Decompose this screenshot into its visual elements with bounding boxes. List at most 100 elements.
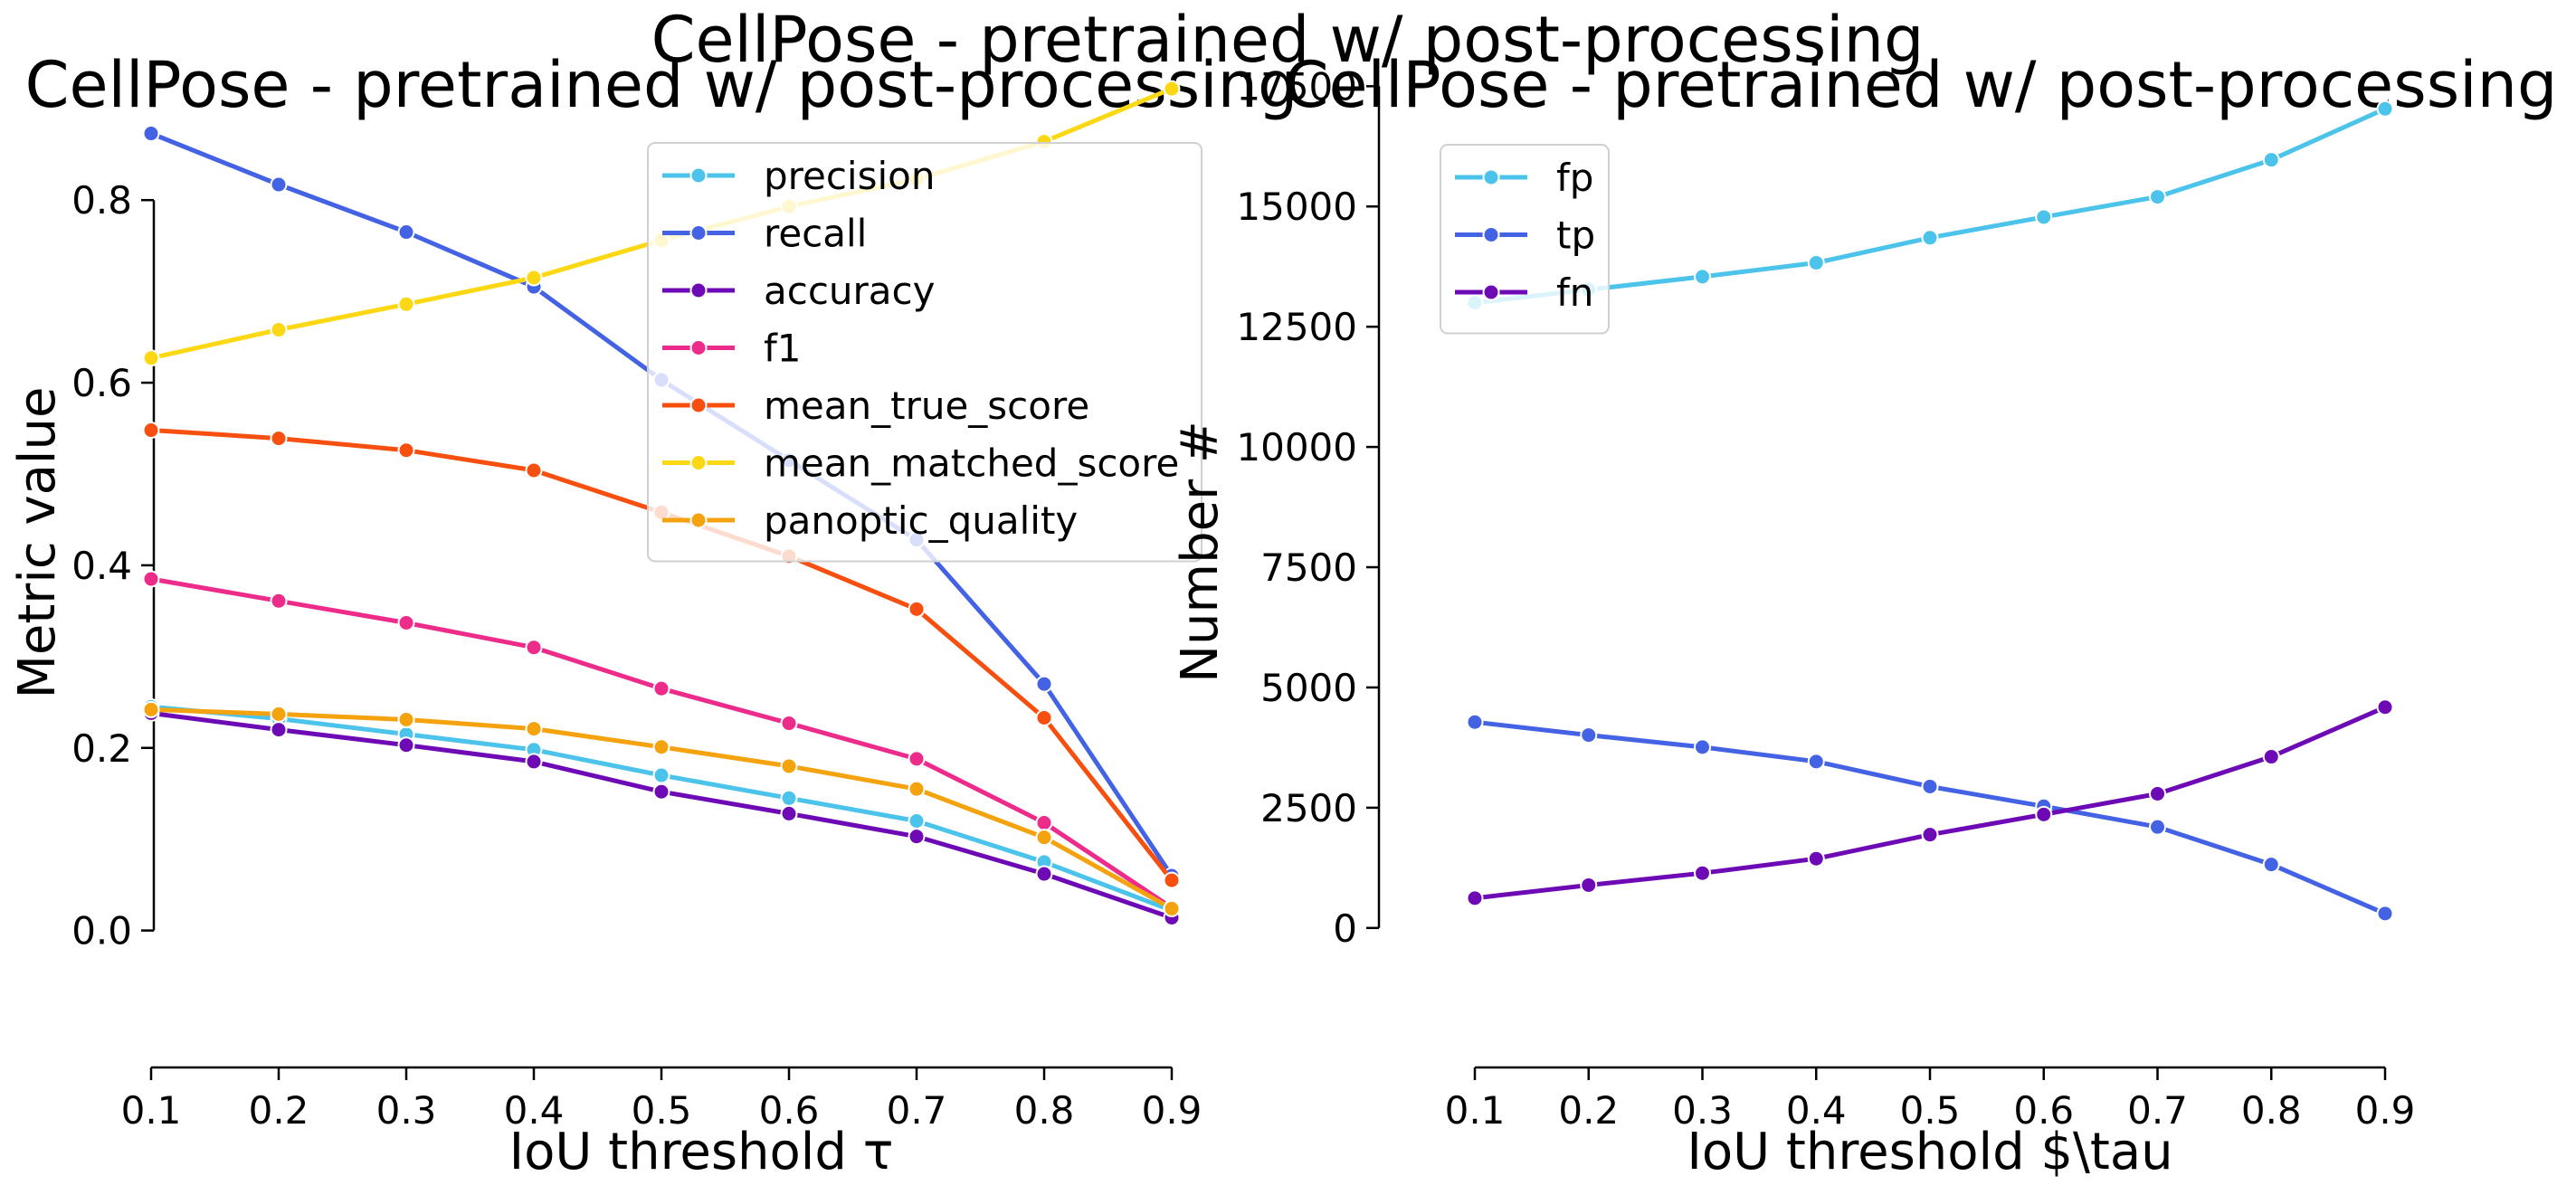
right-chart-panel: CellPose - pretrained w/ post-processing…: [1171, 48, 2557, 1181]
left-data-point-panoptic-quality: [270, 705, 288, 723]
left-x-tick-label: 0.2: [249, 1088, 309, 1133]
left-data-point-f1: [652, 679, 670, 697]
right-x-tick-label: 0.3: [1672, 1088, 1733, 1133]
left-y-tick-label: 0.6: [71, 361, 132, 405]
left-data-point-panoptic-quality: [780, 757, 798, 775]
left-legend-marker-panoptic-quality: [689, 511, 708, 529]
left-data-point-panoptic-quality: [397, 710, 415, 728]
right-data-point-fn: [1466, 889, 1484, 907]
left-legend-label-precision: precision: [764, 154, 935, 198]
right-data-point-fn: [2149, 784, 2166, 802]
left-x-tick-label: 0.6: [759, 1088, 820, 1133]
left-y-tick-label: 0.4: [71, 544, 132, 588]
right-y-tick-label: 0: [1333, 906, 1357, 951]
right-y-tick-label: 17500: [1236, 64, 1357, 109]
left-legend-marker-accuracy: [689, 281, 708, 299]
left-data-point-recall: [1035, 675, 1053, 693]
left-legend-marker-mean-matched-score: [689, 454, 708, 471]
left-chart-title: CellPose - pretrained w/ post-processing: [25, 48, 1298, 122]
left-legend: precision recall accuracy f1 mean_true_score…: [647, 142, 1202, 563]
left-data-point-mean-true-score: [908, 600, 926, 618]
left-data-point-mean-true-score: [525, 461, 543, 479]
left-x-tick-label: 0.1: [121, 1088, 182, 1133]
left-x-tick-label: 0.4: [504, 1088, 565, 1133]
right-legend-label-fn: fn: [1556, 270, 1593, 315]
left-y-tick-label: 0.0: [71, 909, 132, 953]
left-data-point-mean-matched-score: [270, 321, 288, 339]
right-x-tick-label: 0.8: [2241, 1088, 2302, 1133]
right-series-fn: [1466, 698, 2394, 907]
left-data-point-f1: [525, 639, 543, 657]
left-data-point-panoptic-quality: [142, 700, 160, 718]
left-data-point-accuracy: [525, 753, 543, 771]
left-data-point-panoptic-quality: [652, 738, 670, 756]
right-data-point-tp: [1921, 777, 1939, 795]
left-data-point-accuracy: [397, 736, 415, 754]
right-x-tick-label: 0.4: [1786, 1088, 1847, 1133]
right-legend-label-tp: tp: [1556, 213, 1595, 258]
right-data-point-fp: [2262, 151, 2280, 169]
left-legend-marker-recall: [689, 224, 708, 242]
left-legend-marker-mean-true-score: [689, 396, 708, 414]
right-y-tick-label: 15000: [1236, 185, 1357, 229]
right-x-tick-label: 0.1: [1445, 1088, 1506, 1133]
right-data-point-fn: [1921, 826, 1939, 844]
left-data-point-mean-true-score: [1035, 708, 1053, 726]
left-data-point-precision: [652, 766, 670, 784]
left-data-point-accuracy: [780, 804, 798, 822]
right-legend-marker-tp: [1482, 226, 1500, 243]
right-data-point-tp: [1807, 753, 1825, 771]
left-data-point-mean-matched-score: [525, 269, 543, 287]
left-data-point-mean-true-score: [397, 441, 415, 460]
left-x-tick-label: 0.5: [632, 1088, 692, 1133]
left-data-point-recall: [270, 175, 288, 194]
right-y-axis-label: Number #: [1171, 421, 1230, 683]
left-legend-label-mean-matched-score: mean_matched_score: [764, 441, 1179, 486]
left-legend-box: [647, 142, 1202, 563]
left-x-axis-label: IoU threshold τ: [509, 1123, 894, 1181]
left-x-tick-label: 0.9: [1142, 1088, 1202, 1133]
right-y-tick-label: 7500: [1260, 545, 1357, 590]
left-data-point-mean-matched-score: [397, 295, 415, 313]
right-data-point-tp: [2376, 905, 2394, 923]
right-x-tick-label: 0.9: [2355, 1088, 2416, 1133]
right-chart-title: CellPose - pretrained w/ post-processing: [1285, 48, 2558, 122]
figure-suptitle: CellPose - pretrained w/ post-processing: [651, 3, 1925, 77]
right-data-point-tp: [1694, 738, 1711, 756]
left-data-point-f1: [908, 750, 926, 768]
right-series-line-fp: [1474, 107, 2387, 306]
left-data-point-mean-true-score: [270, 430, 288, 448]
left-x-tick-label: 0.8: [1014, 1088, 1075, 1133]
right-legend-marker-fn: [1482, 283, 1500, 301]
left-data-point-precision: [908, 812, 926, 830]
right-x-axis-label: IoU threshold $\tau: [1687, 1123, 2172, 1181]
left-x-tick-label: 0.3: [376, 1088, 437, 1133]
right-legend-marker-fp: [1482, 168, 1500, 186]
left-data-point-panoptic-quality: [1035, 829, 1053, 847]
right-data-point-tp: [2149, 818, 2166, 836]
right-data-point-fn: [1580, 876, 1598, 894]
left-data-point-mean-matched-score: [1163, 80, 1181, 98]
left-data-point-recall: [397, 223, 415, 242]
left-data-point-f1: [1035, 814, 1053, 832]
left-data-point-accuracy: [1035, 865, 1053, 883]
left-legend-marker-f1: [689, 339, 708, 356]
left-data-point-f1: [780, 715, 798, 733]
left-data-point-accuracy: [908, 828, 926, 846]
left-data-point-mean-true-score: [142, 422, 160, 440]
right-legend-box: [1440, 144, 1610, 335]
left-legend-label-mean-true-score: mean_true_score: [764, 384, 1089, 428]
left-legend-label-accuracy: accuracy: [764, 269, 936, 313]
right-data-point-fn: [2376, 698, 2394, 716]
left-x-tick-label: 0.7: [887, 1088, 947, 1133]
right-data-point-fp: [2149, 188, 2166, 206]
left-data-point-mean-matched-score: [142, 349, 160, 367]
right-x-tick-label: 0.2: [1558, 1088, 1619, 1133]
right-y-tick-label: 2500: [1260, 786, 1357, 830]
right-data-point-fp: [1694, 268, 1711, 286]
right-y-tick-label: 12500: [1236, 305, 1357, 349]
left-legend-label-panoptic-quality: panoptic_quality: [764, 498, 1078, 543]
left-data-point-precision: [780, 789, 798, 807]
right-x-tick-label: 0.5: [1900, 1088, 1961, 1133]
